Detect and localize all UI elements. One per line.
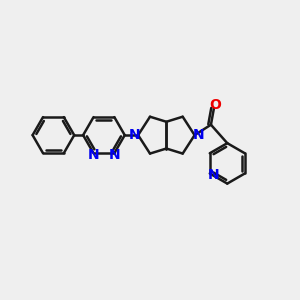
Text: N: N — [193, 128, 204, 142]
Text: N: N — [109, 148, 120, 162]
Text: N: N — [128, 128, 140, 142]
Text: N: N — [88, 148, 99, 162]
Text: O: O — [209, 98, 221, 112]
Text: N: N — [208, 168, 219, 182]
